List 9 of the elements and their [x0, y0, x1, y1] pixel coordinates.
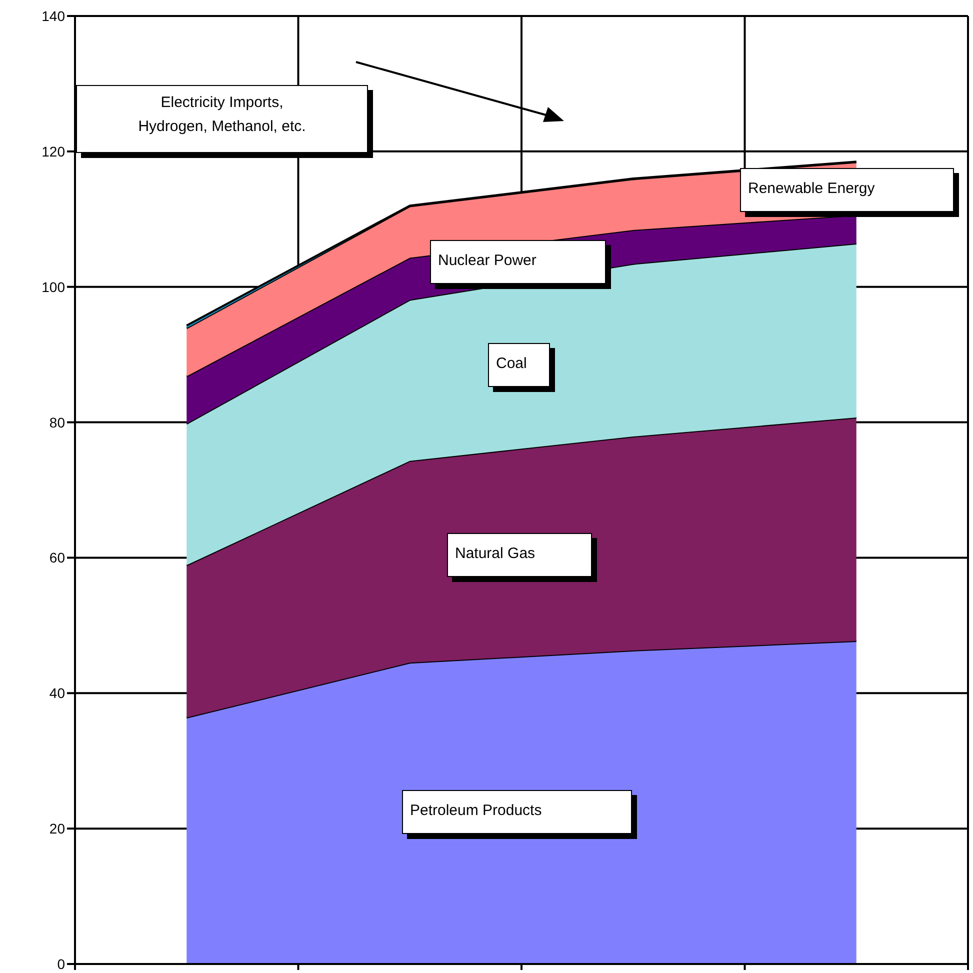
y-tick-label: 80 — [49, 414, 66, 430]
annotation: Electricity Imports, Hydrogen, Methanol, etc. — [137, 93, 307, 137]
y-tick-label: 40 — [49, 685, 66, 702]
y-tick-label: 20 — [49, 820, 66, 837]
y-tick-label: 100 — [42, 278, 66, 295]
y-tick-label: 0 — [57, 956, 66, 972]
y-tick-label: 120 — [42, 143, 66, 160]
y-tick-label: 60 — [49, 550, 66, 566]
y-tick-label: 140 — [42, 8, 66, 24]
